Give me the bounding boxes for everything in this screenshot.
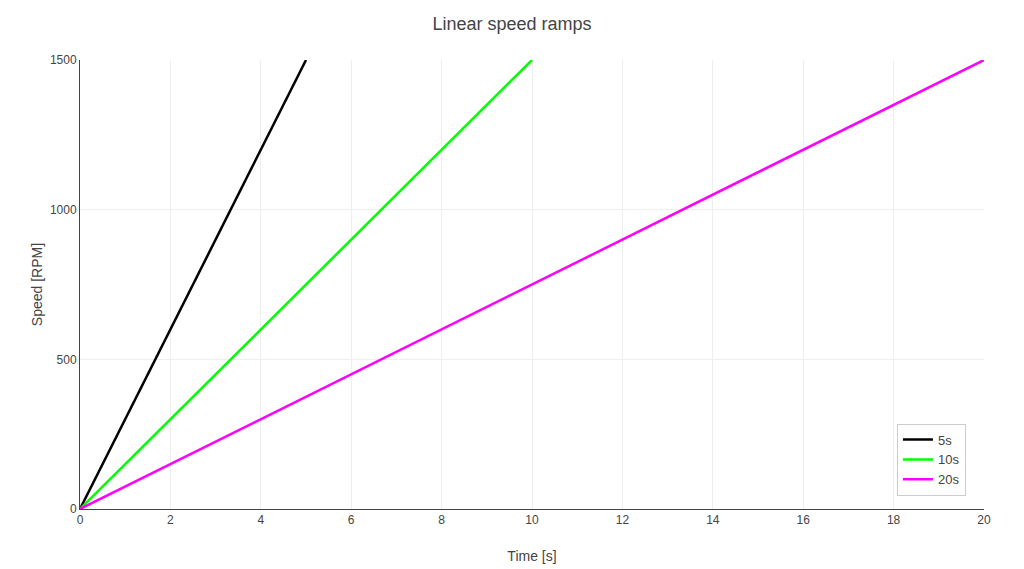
svg-text:10: 10 — [525, 513, 539, 527]
svg-text:Linear speed ramps: Linear speed ramps — [432, 14, 591, 34]
svg-text:2: 2 — [167, 513, 174, 527]
svg-text:Time [s]: Time [s] — [507, 548, 556, 564]
svg-text:18: 18 — [887, 513, 901, 527]
svg-text:5s: 5s — [938, 433, 952, 448]
svg-text:0: 0 — [70, 502, 77, 516]
svg-text:20s: 20s — [938, 472, 959, 487]
svg-text:14: 14 — [706, 513, 720, 527]
svg-text:1500: 1500 — [50, 53, 77, 67]
svg-text:0: 0 — [77, 513, 84, 527]
svg-text:4: 4 — [257, 513, 264, 527]
svg-text:10s: 10s — [938, 452, 959, 467]
svg-text:1000: 1000 — [50, 203, 77, 217]
svg-text:Speed [RPM]: Speed [RPM] — [29, 243, 45, 326]
svg-text:6: 6 — [348, 513, 355, 527]
svg-text:500: 500 — [57, 353, 77, 367]
svg-text:8: 8 — [438, 513, 445, 527]
svg-text:16: 16 — [797, 513, 811, 527]
svg-text:12: 12 — [616, 513, 630, 527]
svg-text:20: 20 — [977, 513, 991, 527]
